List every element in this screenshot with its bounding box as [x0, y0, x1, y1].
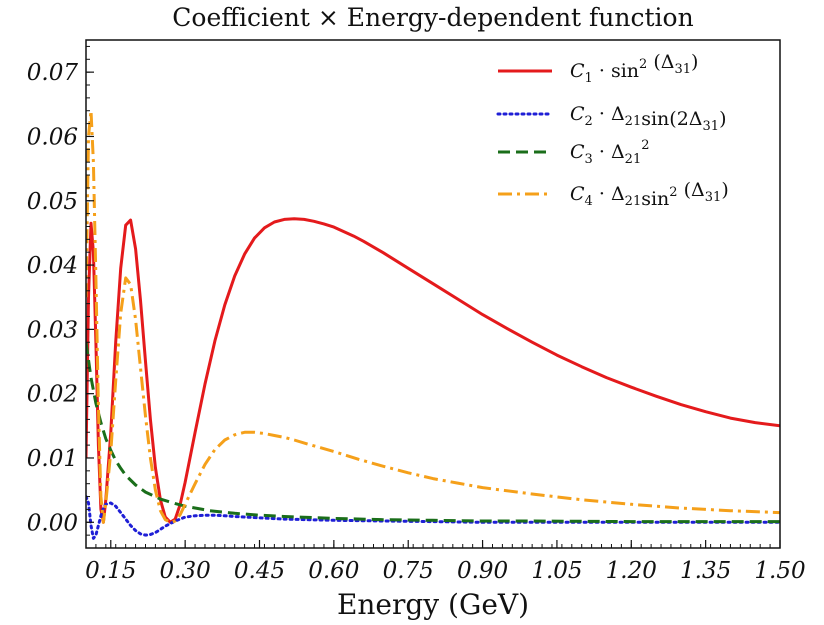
chart-title: Coefficient × Energy-dependent function: [172, 3, 693, 32]
x-tick-label: 0.75: [383, 558, 434, 584]
series-line-4: [86, 109, 780, 524]
y-tick-label: 0.02: [27, 382, 78, 408]
x-tick-label: 0.30: [160, 558, 211, 584]
y-tick-label: 0.05: [27, 189, 78, 215]
x-tick-label: 1.35: [680, 558, 731, 584]
series-line-1: [86, 217, 780, 524]
series-line-2: [86, 495, 780, 540]
y-tick-label: 0.00: [27, 510, 78, 536]
y-tick-label: 0.06: [27, 124, 78, 150]
x-tick-label: 0.90: [457, 558, 508, 584]
axis-ticks: 0.15 0.30 0.45 0.60 0.75 0.90 1.05 1.20 1.35 1.50…: [27, 45, 806, 584]
x-tick-label: 1.50: [754, 558, 805, 584]
x-tick-label: 0.45: [234, 558, 285, 584]
series-line-3: [86, 341, 780, 524]
legend-label-2: C2 · Δ21sin(2Δ31): [570, 103, 726, 134]
legend-label-4: C4 · Δ21sin2 (Δ31): [570, 179, 729, 210]
plot-area: [86, 109, 780, 540]
y-tick-label: 0.01: [27, 446, 78, 472]
y-tick-label: 0.07: [27, 60, 79, 86]
x-tick-label: 0.15: [85, 558, 136, 584]
x-axis-label: Energy (GeV): [337, 588, 529, 621]
y-tick-label: 0.03: [27, 317, 78, 343]
legend-label-1: C1 · sin2 (Δ31): [570, 51, 698, 86]
x-tick-label: 1.05: [531, 558, 582, 584]
legend: C1 · sin2 (Δ31) C2 · Δ21sin(2Δ31) C3 · Δ21…: [496, 51, 729, 210]
legend-label-3: C3 · Δ212: [570, 138, 650, 167]
x-tick-label: 1.20: [606, 558, 657, 584]
y-tick-label: 0.04: [27, 253, 78, 279]
x-tick-label: 0.60: [308, 558, 359, 584]
